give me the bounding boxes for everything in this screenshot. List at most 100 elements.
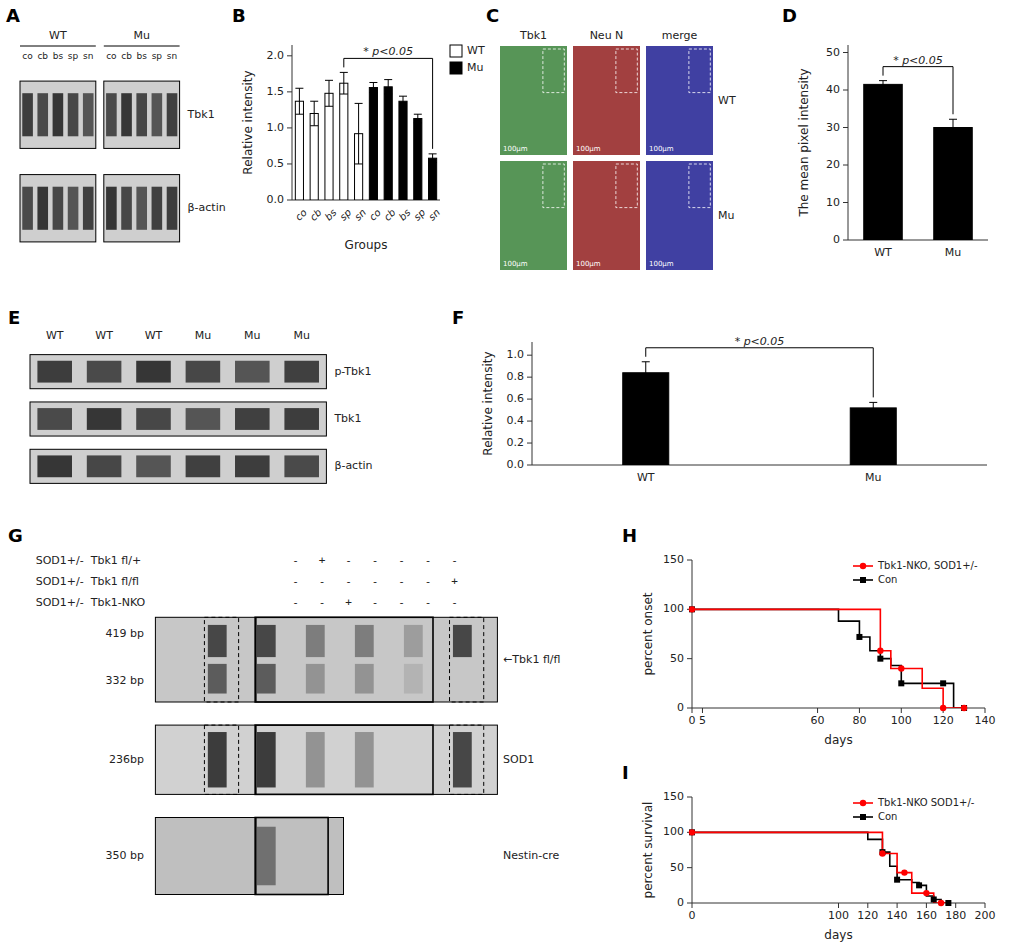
row-label: WT (718, 94, 736, 107)
lane-box-dashed (450, 725, 484, 794)
marker (901, 869, 907, 875)
error-bar (310, 101, 318, 126)
x-tick-label: 80 (852, 714, 866, 727)
lane-box-dashed (204, 617, 238, 702)
error-bar (869, 402, 877, 413)
x-tick-label: sp (411, 207, 427, 223)
marker (898, 680, 904, 686)
row-label: β-actin (188, 201, 226, 214)
blot-band (87, 408, 122, 430)
y-tick-label: 10 (826, 196, 840, 209)
blot-panel: WTWTWTMuMuMup-Tbk1Tbk1β-actin (30, 329, 373, 483)
marker (856, 634, 862, 640)
blot-panel: WTcocbbsspsnMucocbbsspsnTbk1β-actin (20, 29, 226, 242)
band-size-label: 350 bp (106, 849, 144, 862)
x-tick (838, 903, 839, 908)
blot-band (235, 455, 270, 477)
y-axis-label: The mean pixel intensity (797, 68, 811, 217)
x-tick (702, 708, 703, 713)
y-axis (848, 45, 849, 240)
panel-label: F (452, 307, 464, 328)
x-tick-label: 180 (945, 909, 966, 922)
lane-label: WT (95, 329, 113, 342)
y-tick-label: 50 (670, 861, 684, 874)
marker (940, 680, 946, 686)
micrograph (646, 161, 713, 270)
error-bar (429, 154, 437, 163)
row-label: p-Tbk1 (334, 365, 371, 378)
y-tick (687, 867, 692, 868)
significance-label: * p<0.05 (893, 54, 943, 67)
panel-label: D (782, 5, 797, 26)
y-tick-label: 40 (826, 83, 840, 96)
y-tick-label: 30 (826, 121, 840, 134)
bar (429, 158, 437, 200)
marker (689, 829, 695, 835)
page: {"chart_data": [ {"type": "blot", "title… (0, 0, 1019, 952)
scale-bar-label: 100μm (503, 145, 528, 153)
genotype-marks: - + - - - - - (292, 554, 458, 567)
x-tick-label: Mu (945, 246, 961, 259)
column-label: Tbk1 (519, 29, 547, 42)
x-tick (859, 708, 860, 713)
bar-panel: 0.00.20.40.60.81.0WTMu* p<0.05Relative i… (481, 335, 988, 484)
y-tick (287, 163, 292, 164)
gel-band (306, 664, 325, 694)
error-bar (414, 114, 422, 123)
lane-divider (255, 725, 257, 794)
y-tick-label: 0.0 (507, 458, 525, 471)
scale-bar-label: 100μm (576, 260, 601, 268)
step-line (692, 832, 948, 903)
gel (155, 617, 497, 702)
y-tick (687, 708, 692, 709)
significance-bracket (883, 67, 953, 115)
gel-row-label: ←Tbk1 fl/fl (503, 653, 560, 666)
x-tick-label: bs (397, 207, 413, 223)
error-bar (642, 362, 650, 384)
x-tick-label: Mu (865, 471, 881, 484)
marker (898, 665, 904, 671)
blot-band (136, 361, 171, 383)
y-tick-label: 1.0 (267, 121, 285, 134)
plot-area (295, 72, 436, 200)
lane-box-solid (255, 725, 433, 794)
y-tick (527, 465, 532, 466)
gel-band (404, 625, 423, 657)
blot-band (68, 93, 79, 136)
x-tick-label: 140 (975, 714, 996, 727)
legend-label: Tbk1-NKO, SOD1+/- (877, 560, 978, 571)
blot-band (53, 187, 64, 230)
step-line (692, 609, 964, 708)
plot-area (623, 362, 897, 465)
blot-band (284, 408, 319, 430)
blot-band (136, 93, 147, 136)
y-tick (527, 421, 532, 422)
marker (961, 705, 967, 711)
x-tick-label: 0 (689, 909, 696, 922)
x-axis (532, 465, 987, 466)
step-panel: 0501001500100120140160180200percent surv… (641, 790, 996, 942)
y-tick-label: 0.6 (507, 392, 525, 405)
marker (940, 705, 946, 711)
blot-band (22, 93, 33, 136)
x-tick (692, 903, 693, 908)
blot-band (37, 187, 48, 230)
y-tick (527, 377, 532, 378)
blot-band (186, 361, 221, 383)
lane-label: co (22, 51, 33, 61)
y-tick-label: 2.0 (267, 49, 285, 62)
blot-membrane (30, 449, 326, 483)
genotype-marks: - - + - - - - (292, 596, 458, 609)
x-tick-label: 120 (857, 909, 878, 922)
bar (623, 373, 669, 465)
row-label: Tbk1 (187, 108, 215, 121)
bar (850, 408, 896, 465)
gel-panel: SOD1+/- Tbk1 fl/+- + - - - - -SOD1+/- Tb… (36, 554, 561, 895)
blot-band (106, 187, 117, 230)
x-tick (926, 903, 927, 908)
micrograph (646, 46, 713, 155)
genotype-label: SOD1+/- Tbk1 fl/+ (36, 554, 141, 567)
group-line (104, 46, 180, 47)
marker (877, 656, 883, 662)
lane-label: Mu (195, 329, 211, 342)
